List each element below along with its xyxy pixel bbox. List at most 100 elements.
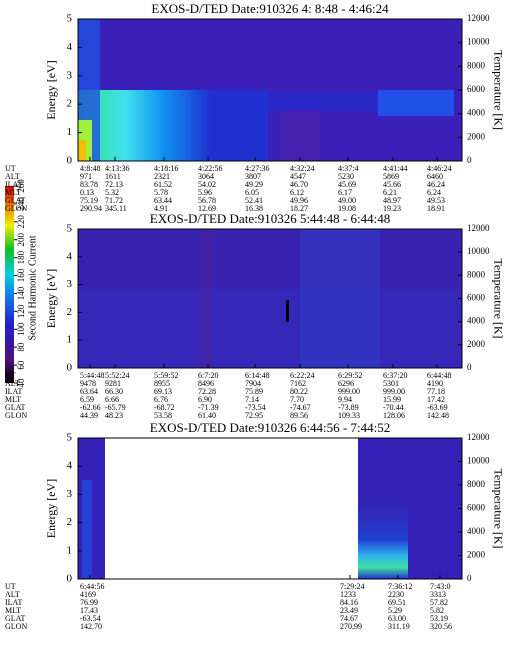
ephemeris-value: 72.95 bbox=[245, 411, 263, 420]
ephemeris-label: UT bbox=[5, 164, 16, 173]
ephemeris-label: GLAT bbox=[5, 614, 26, 623]
colorbar-tick-label: 140 bbox=[16, 286, 26, 300]
ephemeris-label: GLAT bbox=[5, 403, 26, 412]
ephemeris-label: MLT bbox=[5, 188, 21, 197]
y-tick-label: 1 bbox=[67, 126, 73, 138]
spectrogram-image bbox=[78, 19, 462, 161]
ephemeris-value: 6296 bbox=[338, 379, 354, 388]
colorbar-tick-label: 200 bbox=[16, 232, 26, 246]
ephemeris-value: 6:7:20 bbox=[198, 371, 218, 380]
ephemeris-value: 5.32 bbox=[105, 188, 119, 197]
y-tick-label: 5 bbox=[67, 223, 73, 235]
ephemeris-value: 5.29 bbox=[388, 606, 402, 615]
y-tick-label: 2 bbox=[67, 98, 73, 110]
ephemeris-value: 7.14 bbox=[245, 395, 259, 404]
colorbar-label: Second Harmonic Current bbox=[27, 235, 38, 340]
y-tick-label: 0 bbox=[67, 155, 73, 167]
ephemeris-value: 311.19 bbox=[388, 622, 410, 631]
ephemeris-label: GLON bbox=[5, 411, 27, 420]
y2-tick-label: 4000 bbox=[467, 108, 486, 118]
ephemeris-label: MLT bbox=[5, 395, 21, 404]
colorbar-tick-label: 220 bbox=[16, 215, 26, 229]
ephemeris-value: 49.53 bbox=[427, 196, 445, 205]
ephemeris-value: 9281 bbox=[105, 379, 121, 388]
ephemeris-label: UT bbox=[5, 582, 16, 591]
y-tick-label: 4 bbox=[67, 460, 73, 472]
ephemeris-value: 270.99 bbox=[340, 622, 362, 631]
ephemeris-value: 66.30 bbox=[105, 387, 123, 396]
y-tick-label: 2 bbox=[67, 306, 73, 318]
ephemeris-label: GLON bbox=[5, 204, 27, 213]
y2-axis-label: Temperature [K] bbox=[491, 50, 505, 130]
ephemeris-value: 9.94 bbox=[338, 395, 352, 404]
ephemeris-value: 1611 bbox=[105, 172, 121, 181]
y2-tick-label: 10000 bbox=[467, 456, 490, 466]
colorbar-tick-label: 160 bbox=[16, 268, 26, 282]
ephemeris-value: 63.44 bbox=[154, 196, 172, 205]
ephemeris-value: 83.78 bbox=[80, 180, 98, 189]
ephemeris-value: -74.67 bbox=[290, 403, 311, 412]
chart-title: EXOS-D/TED Date:910326 4: 8:48 - 4:46:24 bbox=[151, 1, 389, 16]
y2-tick-label: 8000 bbox=[467, 60, 486, 70]
ephemeris-value: -68.72 bbox=[154, 403, 175, 412]
ephemeris-value: 6.76 bbox=[154, 395, 168, 404]
ephemeris-value: 6:44:48 bbox=[427, 371, 451, 380]
ephemeris-value: 77.18 bbox=[427, 387, 445, 396]
ephemeris-value: 5:52:24 bbox=[105, 371, 129, 380]
ephemeris-value: 6.21 bbox=[383, 188, 397, 197]
ephemeris-value: 53.58 bbox=[154, 411, 172, 420]
ephemeris-value: 4:13:36 bbox=[105, 164, 129, 173]
ephemeris-value: -62.66 bbox=[80, 403, 101, 412]
y2-tick-label: 8000 bbox=[467, 479, 486, 489]
ephemeris-value: 4:18:16 bbox=[154, 164, 178, 173]
ephemeris-value: 45.66 bbox=[383, 180, 401, 189]
ephemeris-value: 7.70 bbox=[290, 395, 304, 404]
ephemeris-value: 4:8:48 bbox=[80, 164, 100, 173]
ephemeris-label: GLON bbox=[5, 622, 27, 631]
ephemeris-value: 6.59 bbox=[80, 395, 94, 404]
ephemeris-value: 4169 bbox=[80, 590, 96, 599]
ephemeris-value: 7904 bbox=[245, 379, 261, 388]
ephemeris-value: 999.00 bbox=[383, 387, 405, 396]
ephemeris-value: 345.11 bbox=[105, 204, 127, 213]
ephemeris-value: 142.70 bbox=[80, 622, 102, 631]
ephemeris-value: 80.22 bbox=[290, 387, 308, 396]
ephemeris-value: 61.52 bbox=[154, 180, 172, 189]
ephemeris-value: 17.43 bbox=[80, 606, 98, 615]
ephemeris-value: 4:22:56 bbox=[198, 164, 222, 173]
ephemeris-value: 4:46:24 bbox=[427, 164, 451, 173]
ephemeris-value: 971 bbox=[80, 172, 92, 181]
y-axis-label: Energy [eV] bbox=[44, 479, 58, 538]
ephemeris-value: 15.99 bbox=[383, 395, 401, 404]
ephemeris-value: 4190 bbox=[427, 379, 443, 388]
ephemeris-value: 3064 bbox=[198, 172, 214, 181]
ephemeris-value: 19.23 bbox=[383, 204, 401, 213]
y2-tick-label: 12000 bbox=[467, 223, 490, 233]
ephemeris-value: 19.08 bbox=[338, 204, 356, 213]
y-axis-label: Energy [eV] bbox=[44, 269, 58, 328]
ephemeris-label: UT bbox=[5, 371, 16, 380]
ephemeris-value: 74.67 bbox=[340, 614, 358, 623]
ephemeris-label: ALT bbox=[5, 172, 20, 181]
y-tick-label: 4 bbox=[67, 41, 73, 53]
ephemeris-value: 72.28 bbox=[198, 387, 216, 396]
ephemeris-value: 63.64 bbox=[80, 387, 98, 396]
y2-tick-label: 10000 bbox=[467, 37, 490, 47]
ephemeris-value: 7:36:12 bbox=[388, 582, 412, 591]
y2-tick-label: 4000 bbox=[467, 526, 486, 536]
y-tick-label: 5 bbox=[67, 13, 73, 25]
ephemeris-value: 63.00 bbox=[388, 614, 406, 623]
ephemeris-value: 89.56 bbox=[290, 411, 308, 420]
ephemeris-value: 3807 bbox=[245, 172, 261, 181]
ephemeris-value: 4:27:36 bbox=[245, 164, 269, 173]
ephemeris-value: 61.40 bbox=[198, 411, 216, 420]
y2-tick-label: 6000 bbox=[467, 293, 486, 303]
y2-tick-label: 4000 bbox=[467, 316, 486, 326]
ephemeris-value: 6.66 bbox=[105, 395, 119, 404]
ephemeris-value: -70.44 bbox=[383, 403, 404, 412]
ephemeris-value: 8955 bbox=[154, 379, 170, 388]
ephemeris-value: 7:29:24 bbox=[340, 582, 364, 591]
ephemeris-value: 48.97 bbox=[383, 196, 401, 205]
y2-tick-label: 0 bbox=[467, 155, 472, 165]
ephemeris-value: 3313 bbox=[430, 590, 446, 599]
